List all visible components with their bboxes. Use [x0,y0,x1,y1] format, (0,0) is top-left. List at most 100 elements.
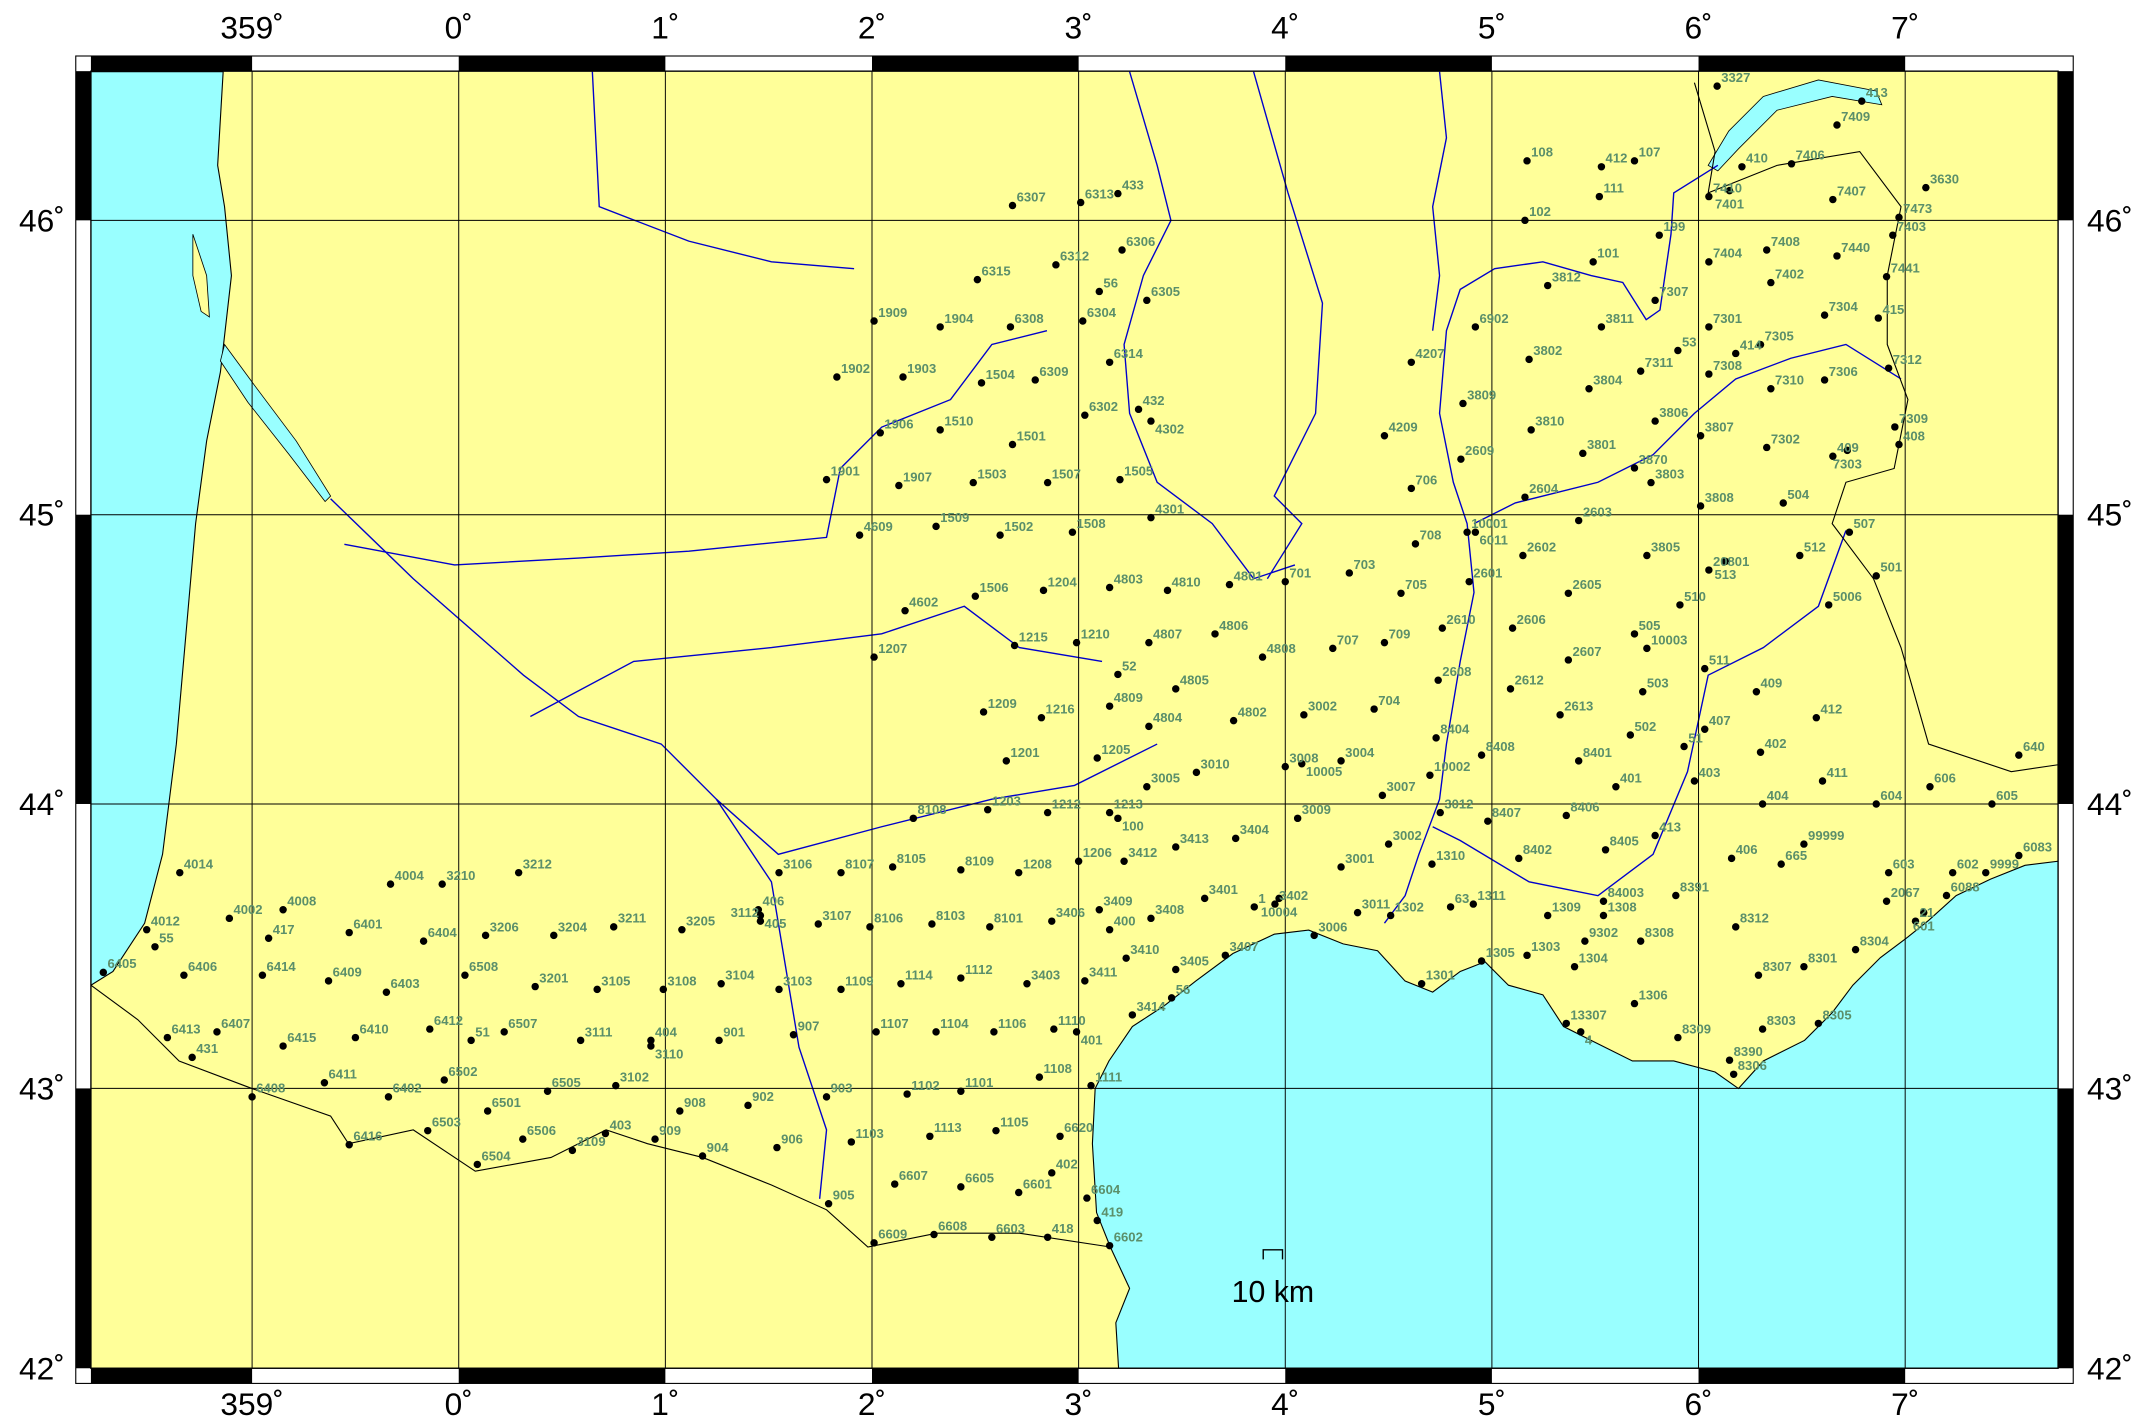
station-label: 6314 [1114,346,1144,361]
station-dot [986,923,994,931]
station-dot [775,868,783,877]
station-dot [651,1135,659,1143]
station-label: 4302 [1155,421,1184,436]
station-dot [1713,82,1721,90]
station-dot [467,1036,475,1045]
station-label: 1106 [998,1016,1026,1031]
station-dot [225,914,234,923]
station-label: 6313 [1085,186,1114,201]
station-label: 1110 [1058,1013,1086,1028]
station-label: 6602 [1114,1230,1143,1245]
station-label: 3109 [577,1134,606,1149]
station-label: 102 [1529,204,1551,219]
station-dot [717,980,725,988]
station-dot [142,925,151,934]
scale-bar-label: 10 km [1232,1276,1315,1309]
station-dot [1705,566,1713,574]
station-dot [1543,911,1552,920]
station-label: 413 [1866,85,1888,100]
station-label: 2606 [1517,612,1546,627]
station-dot [382,988,391,996]
station-label: 1904 [944,311,974,326]
station-dot [1581,937,1589,945]
station-dot [930,1230,938,1239]
station-dot [876,429,884,437]
frame-segment [90,1368,253,1384]
mediterranean-sea [1091,860,2059,1369]
station-dot [1872,800,1880,808]
station-dot [1636,937,1645,945]
station-dot [1043,808,1052,817]
frame-segment [90,56,253,72]
station-label: 1311 [1477,888,1505,903]
station-dot [1612,783,1620,791]
station-dot [833,373,841,381]
station-dot [1599,897,1608,905]
station-dot [1630,999,1639,1008]
station-dot [1380,432,1389,440]
station-label: 3211 [618,911,646,926]
station-dot [1636,367,1645,375]
station-label: 53 [1682,334,1697,349]
lat-tick-label-left: 46˚ [19,202,65,238]
station-label: 8401 [1583,745,1612,760]
station-dot [248,1093,256,1101]
station-dot [647,1036,655,1045]
station-label: 4809 [1114,690,1143,705]
station-label: 412 [1606,151,1628,166]
station-label: 7401 [1715,197,1744,212]
lon-tick-label-bottom: 4˚ [1271,1386,1299,1422]
station-dot [957,866,965,874]
station-label: 6609 [878,1227,907,1242]
station-label: 8391 [1680,879,1709,894]
station-dot [1872,572,1880,580]
station-label: 7473 [1903,201,1932,216]
station-label: 4 [1585,1032,1593,1047]
station-dot [744,1101,752,1110]
station-dot [1438,624,1447,632]
station-label: 3411 [1089,965,1117,980]
station-label: 3006 [1318,919,1347,934]
station-label: 3001 [1345,851,1374,866]
station-label: 3108 [667,973,696,988]
station-dot [1889,231,1897,239]
station-label: 6404 [428,925,458,940]
station-label: 51 [475,1024,490,1039]
station-dot [909,814,918,823]
station-label: 6503 [432,1115,461,1130]
station-label: 4806 [1219,618,1248,633]
station-dot [1988,800,1996,808]
station-label: 3405 [1180,953,1209,968]
station-label: 3012 [1444,796,1473,811]
station-label: 1210 [1081,626,1110,641]
station-label: 6604 [1091,1182,1121,1197]
station-dot [1275,894,1283,903]
station-label: 13307 [1570,1007,1606,1022]
station-dot [1231,834,1240,843]
station-label: 199 [1663,219,1685,234]
station-dot [1884,364,1893,372]
station-label: 6605 [965,1171,994,1186]
station-label: 412 [1820,702,1842,717]
station-label: 6406 [188,959,217,974]
station-dot [1705,370,1713,378]
station-dot [519,1135,527,1143]
lat-tick-label-right: 44˚ [2087,786,2133,822]
station-dot [1407,484,1416,493]
station-label: 4805 [1180,673,1209,688]
station-dot [1114,814,1122,823]
station-label: 8390 [1734,1044,1763,1059]
station-dot [698,1152,707,1160]
station-label: 604 [1880,788,1903,803]
station-dot [1506,685,1515,693]
station-label: 55 [159,931,174,946]
station-label: 6414 [267,959,297,974]
station-label: 906 [781,1131,803,1146]
station-dot [870,1239,878,1247]
station-dot [659,985,668,994]
station-label: 3803 [1655,466,1684,481]
station-dot [384,1093,393,1101]
station-label: 6902 [1480,311,1509,326]
station-label: 6402 [393,1081,422,1096]
station-label: 8303 [1767,1013,1796,1028]
